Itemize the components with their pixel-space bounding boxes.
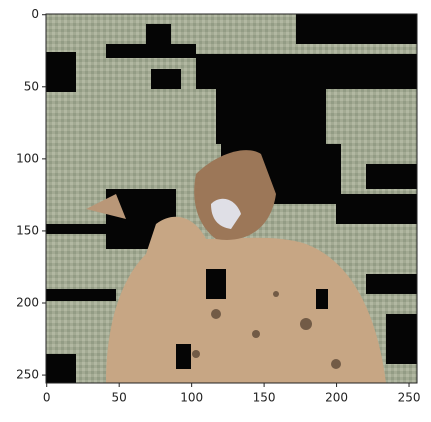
y-tick-label: 250	[16, 368, 39, 382]
y-tick-label: 150	[16, 223, 39, 237]
y-tick-label: 50	[24, 79, 39, 93]
y-tick-label: 0	[31, 7, 39, 21]
x-tick-label: 50	[112, 391, 127, 405]
y-tick-label: 200	[16, 296, 39, 310]
image	[46, 14, 417, 383]
x-tick-label: 200	[325, 391, 348, 405]
x-tick-label: 150	[253, 391, 276, 405]
axes-frame	[45, 13, 418, 384]
x-tick-label: 100	[180, 391, 203, 405]
x-tick-label: 250	[398, 391, 421, 405]
x-tick-label: 0	[43, 391, 51, 405]
y-tick-label: 100	[16, 151, 39, 165]
